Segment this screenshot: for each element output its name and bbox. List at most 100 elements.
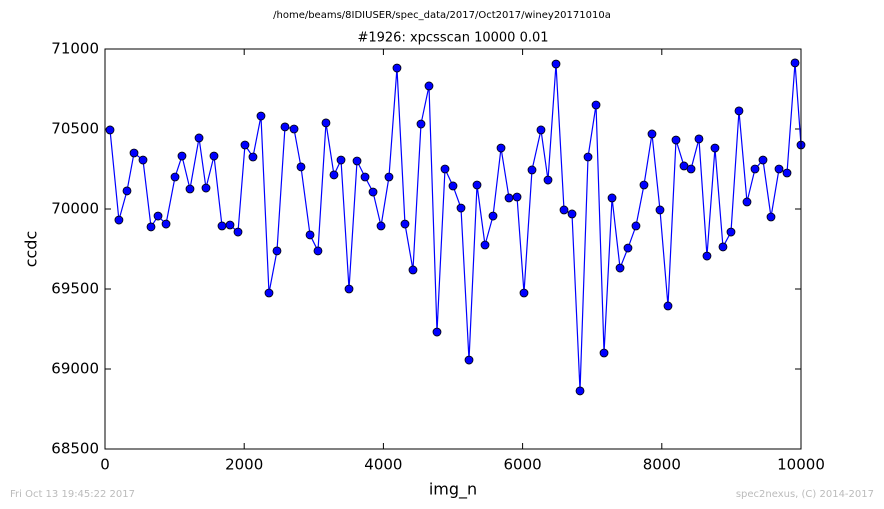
y-tick-label: 71000 [51, 40, 99, 58]
data-point [567, 209, 577, 219]
data-point [153, 211, 163, 221]
data-point [742, 197, 752, 207]
data-point [440, 164, 450, 174]
data-point [329, 170, 339, 180]
data-point [264, 288, 274, 298]
data-point [240, 140, 250, 150]
data-point [647, 129, 657, 139]
x-tick-label: 4000 [364, 456, 402, 474]
data-point [146, 222, 156, 232]
data-point [352, 156, 362, 166]
y-tick-label: 70500 [51, 120, 99, 138]
data-point [225, 220, 235, 230]
x-tick-label: 2000 [225, 456, 263, 474]
data-point [376, 221, 386, 231]
data-point [129, 148, 139, 158]
data-point [536, 125, 546, 135]
data-point [464, 355, 474, 365]
y-tick-label: 68500 [51, 440, 99, 458]
data-point [551, 59, 561, 69]
data-point [336, 155, 346, 165]
data-point [185, 184, 195, 194]
data-point [726, 227, 736, 237]
data-point [512, 192, 522, 202]
data-point [575, 386, 585, 396]
y-tick-label: 69500 [51, 280, 99, 298]
data-point [631, 221, 641, 231]
data-point [105, 125, 115, 135]
data-point [456, 203, 466, 213]
data-point [416, 119, 426, 129]
data-point [280, 122, 290, 132]
data-point [734, 106, 744, 116]
data-point [161, 219, 171, 229]
data-point [360, 172, 370, 182]
data-point [170, 172, 180, 182]
data-point [256, 111, 266, 121]
data-point [519, 288, 529, 298]
data-point [527, 165, 537, 175]
data-point [671, 135, 681, 145]
data-point [639, 180, 649, 190]
data-point [321, 118, 331, 128]
data-point [432, 327, 442, 337]
data-point [559, 205, 569, 215]
data-point [313, 246, 323, 256]
data-point [480, 240, 490, 250]
data-point [400, 219, 410, 229]
data-point [209, 151, 219, 161]
data-point [392, 63, 402, 73]
data-point [138, 155, 148, 165]
data-point [194, 133, 204, 143]
data-point [114, 215, 124, 225]
data-point [607, 193, 617, 203]
data-point [201, 183, 211, 193]
data-point [504, 193, 514, 203]
y-tick-label: 70000 [51, 200, 99, 218]
data-point [655, 205, 665, 215]
plot-frame [104, 48, 802, 450]
data-point [408, 265, 418, 275]
data-point [750, 164, 760, 174]
data-point [272, 246, 282, 256]
data-point [122, 186, 132, 196]
data-point [344, 284, 354, 294]
data-point [248, 152, 258, 162]
data-point [472, 180, 482, 190]
footer-date: Fri Oct 13 19:45:22 2017 [10, 489, 135, 500]
data-point [488, 211, 498, 221]
y-tick-label: 69000 [51, 360, 99, 378]
x-tick-label: 10000 [777, 456, 825, 474]
data-point [289, 124, 299, 134]
x-tick-label: 8000 [643, 456, 681, 474]
data-point [368, 187, 378, 197]
data-point [591, 100, 601, 110]
data-point [177, 151, 187, 161]
footer-credit: spec2nexus, (C) 2014-2017 [736, 489, 874, 500]
data-point [663, 301, 673, 311]
data-point [790, 58, 800, 68]
x-axis-label: img_n [429, 480, 477, 500]
data-point [233, 227, 243, 237]
chart-title: #1926: xpcsscan 10000 0.01 [357, 31, 548, 46]
data-point [774, 164, 784, 174]
data-point [623, 243, 633, 253]
data-point [710, 143, 720, 153]
data-line [109, 62, 802, 391]
data-point [718, 242, 728, 252]
data-point [448, 181, 458, 191]
data-point [782, 168, 792, 178]
data-point [758, 155, 768, 165]
suptitle: /home/beams/8IDIUSER/spec_data/2017/Oct2… [273, 10, 611, 21]
data-point [686, 164, 696, 174]
data-point [702, 251, 712, 261]
data-point [217, 221, 227, 231]
data-point [766, 212, 776, 222]
x-tick-label: 0 [100, 456, 110, 474]
data-point [305, 230, 315, 240]
data-point [615, 263, 625, 273]
data-point [543, 175, 553, 185]
y-axis-label: ccdc [22, 231, 41, 268]
data-point [599, 348, 609, 358]
